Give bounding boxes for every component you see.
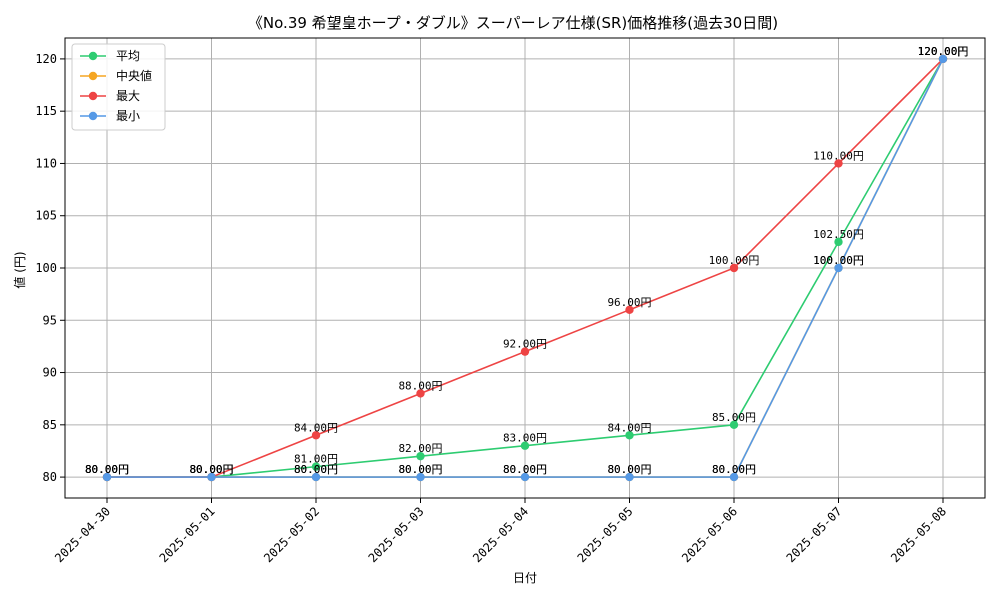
data-label: 120.00円 [918, 45, 969, 58]
data-label: 80.00円 [712, 463, 756, 476]
data-label: 84.00円 [607, 421, 651, 434]
data-point [729, 263, 739, 273]
legend-marker [88, 111, 98, 121]
data-point [311, 462, 321, 471]
y-axis: 80 85 90 95 100 105 110 115 120 [35, 52, 65, 484]
data-point [520, 472, 530, 482]
legend-marker [88, 91, 98, 101]
data-label: 120.00円 [918, 45, 969, 58]
data-label: 120.00円 [918, 45, 969, 58]
data-label: 83.00円 [503, 432, 547, 445]
y-tick-label: 120 [35, 52, 57, 66]
data-point [834, 237, 843, 247]
series-3 [102, 54, 948, 482]
data-label: 102.50円 [813, 228, 864, 241]
data-label: 85.00円 [712, 411, 756, 424]
data-point [416, 389, 425, 398]
data-point [625, 305, 634, 315]
data-label: 110.00円 [813, 149, 864, 162]
y-tick-label: 85 [43, 418, 57, 432]
data-point [207, 472, 216, 482]
legend-label: 最小 [116, 109, 140, 123]
data-label: 80.00円 [189, 463, 233, 476]
data-label: 82.00円 [398, 442, 442, 455]
data-label: 100.00円 [709, 254, 760, 267]
chart-title: 《No.39 希望皇ホープ・ダブル》スーパーレア仕様(SR)価格推移(過去30日… [248, 14, 778, 32]
data-label: 80.00円 [398, 463, 442, 476]
data-label: 80.00円 [189, 463, 233, 476]
data-point [520, 347, 530, 356]
data-label: 84.00円 [294, 421, 338, 434]
data-label: 81.00円 [294, 453, 338, 466]
data-label: 120.00円 [918, 45, 969, 58]
data-label: 80.00円 [503, 463, 547, 476]
data-point [729, 420, 739, 430]
data-point [625, 472, 634, 482]
data-label: 80.00円 [85, 463, 129, 476]
data-point [311, 472, 321, 482]
data-label: 100.00円 [813, 254, 864, 267]
data-point [311, 431, 321, 440]
data-label: 80.00円 [294, 463, 338, 476]
x-axis-label: 日付 [513, 571, 537, 585]
data-label: 80.00円 [189, 463, 233, 476]
data-point [729, 472, 739, 482]
data-point [102, 472, 112, 482]
data-label: 80.00円 [189, 463, 233, 476]
y-tick-label: 105 [35, 209, 57, 223]
data-label: 100.00円 [813, 254, 864, 267]
data-label: 80.00円 [398, 463, 442, 476]
legend-marker [88, 71, 98, 81]
data-point [416, 451, 425, 461]
y-axis-label: 値 (円) [12, 251, 27, 288]
legend-item[interactable]: 中央値 [80, 68, 152, 83]
y-tick-label: 80 [43, 470, 57, 484]
data-point [625, 431, 634, 440]
series-layer [102, 54, 948, 482]
legend-label: 最大 [116, 89, 140, 103]
data-label: 80.00円 [503, 463, 547, 476]
legend-item[interactable]: 平均 [80, 49, 140, 63]
y-tick-label: 115 [35, 104, 57, 118]
legend-box [71, 43, 166, 131]
data-point [834, 263, 843, 273]
y-tick-label: 90 [43, 366, 57, 380]
y-tick-label: 95 [43, 313, 57, 327]
legend-marker [88, 51, 98, 61]
y-tick-label: 100 [35, 261, 57, 275]
data-label: 80.00円 [85, 463, 129, 476]
data-label: 96.00円 [607, 296, 651, 309]
data-label: 80.00円 [294, 463, 338, 476]
data-point [416, 472, 425, 482]
data-label: 80.00円 [607, 463, 651, 476]
legend-label: 中央値 [116, 68, 152, 83]
y-tick-label: 110 [35, 156, 57, 170]
data-label: 92.00円 [503, 338, 547, 351]
data-label: 88.00円 [398, 379, 442, 392]
data-label: 80.00円 [712, 463, 756, 476]
data-labels: 80.00円 80.00円81.00円82.00円83.00円84.00円85.0… [85, 45, 968, 476]
data-label: 80.00円 [85, 463, 129, 476]
data-point [834, 159, 843, 168]
legend-item[interactable]: 最大 [80, 89, 140, 103]
data-label: 80.00円 [607, 463, 651, 476]
data-point [520, 441, 530, 450]
data-label: 80.00円 [85, 463, 129, 476]
legend-item[interactable]: 最小 [80, 109, 140, 123]
grid [65, 38, 985, 498]
data-point [938, 54, 948, 64]
legend-label: 平均 [116, 49, 140, 63]
